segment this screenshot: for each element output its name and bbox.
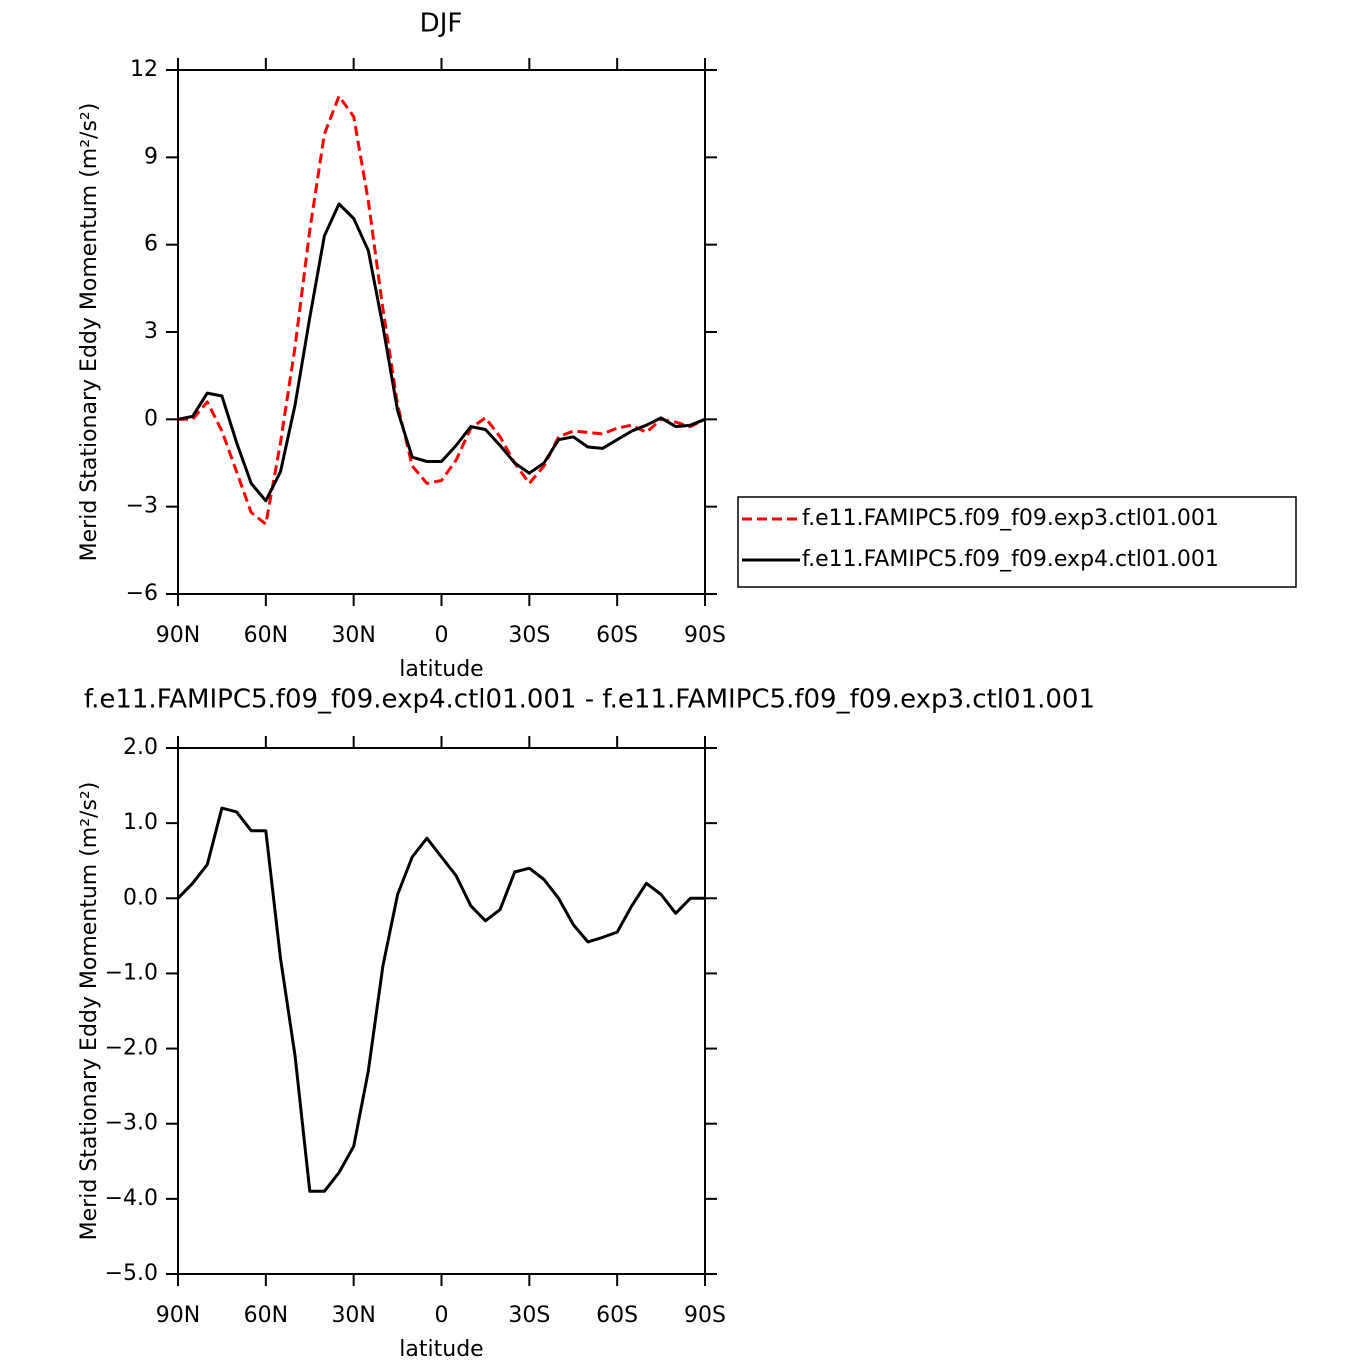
- x-tick-label: 30N: [331, 1303, 375, 1328]
- y-tick-label: 1.0: [123, 810, 158, 835]
- legend-label: f.e11.FAMIPC5.f09_f09.exp3.ctl01.001: [802, 506, 1219, 531]
- y-tick-label: −4.0: [105, 1186, 158, 1211]
- y-tick-label: 0.0: [123, 885, 158, 910]
- x-tick-label: 60N: [244, 623, 288, 648]
- chart-title: DJF: [420, 9, 463, 39]
- y-tick-label: −6: [126, 581, 158, 606]
- y-tick-label: −3.0: [105, 1111, 158, 1136]
- y-tick-label: 3: [144, 319, 158, 344]
- x-tick-label: 30S: [508, 1303, 550, 1328]
- legend-label: f.e11.FAMIPC5.f09_f09.exp4.ctl01.001: [802, 547, 1219, 572]
- x-axis-label: latitude: [399, 657, 483, 682]
- x-tick-label: 90S: [684, 1303, 726, 1328]
- y-tick-label: −3: [126, 494, 158, 519]
- x-tick-label: 0: [435, 623, 449, 648]
- series-line: [176, 806, 705, 1193]
- x-tick-label: 90S: [684, 623, 726, 648]
- chart-title: f.e11.FAMIPC5.f09_f09.exp4.ctl01.001 - f…: [84, 685, 1095, 715]
- x-tick-label: 90N: [156, 1303, 200, 1328]
- x-tick-label: 60S: [596, 1303, 638, 1328]
- x-axis-label: latitude: [399, 1337, 483, 1362]
- y-tick-label: −2.0: [105, 1036, 158, 1061]
- y-tick-label: 12: [130, 57, 158, 82]
- series-line: [177, 202, 706, 503]
- y-axis-label: Merid Stationary Eddy Momentum (m²/s²): [77, 782, 102, 1241]
- plot-frame: [177, 747, 706, 1275]
- y-tick-label: 9: [144, 144, 158, 169]
- x-tick-label: 60S: [596, 623, 638, 648]
- x-tick-label: 30N: [331, 623, 375, 648]
- x-tick-label: 0: [435, 1303, 449, 1328]
- y-tick-label: 6: [144, 232, 158, 257]
- y-axis-label: Merid Stationary Eddy Momentum (m²/s²): [77, 103, 102, 562]
- legend-box: [737, 496, 1297, 588]
- y-tick-label: −1.0: [105, 960, 158, 985]
- x-tick-label: 30S: [508, 623, 550, 648]
- y-tick-label: −5.0: [105, 1261, 158, 1286]
- y-tick-label: 2.0: [123, 735, 158, 760]
- plot-frame: [177, 69, 706, 595]
- y-tick-label: 0: [144, 406, 158, 431]
- x-tick-label: 60N: [244, 1303, 288, 1328]
- series-line: [178, 94, 706, 526]
- x-tick-label: 90N: [156, 623, 200, 648]
